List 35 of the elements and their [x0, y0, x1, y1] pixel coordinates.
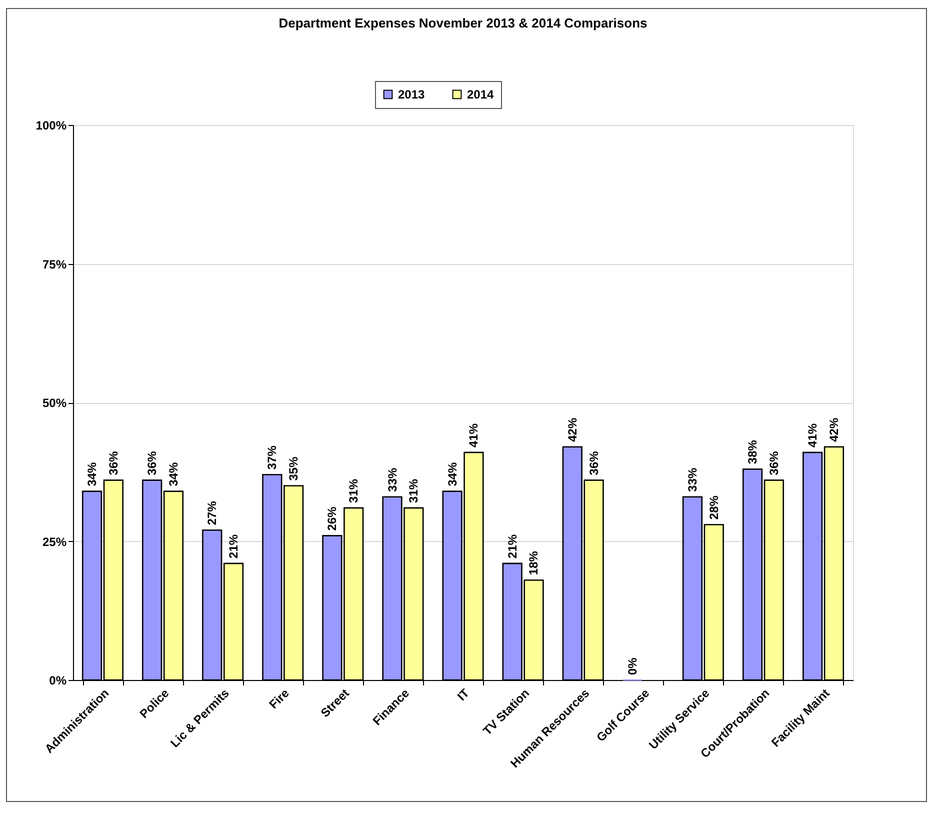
data-label: 18% [526, 550, 541, 576]
data-label: 34% [85, 462, 100, 486]
data-label: 36% [586, 450, 601, 476]
data-label: 26% [325, 506, 340, 531]
x-tick-label: Fire [266, 686, 292, 712]
data-label: 35% [286, 456, 301, 481]
data-label: 21% [505, 534, 520, 558]
data-label: 36% [106, 450, 120, 476]
data-label: 31% [346, 478, 361, 503]
data-label: 33% [685, 468, 700, 492]
data-label: 33% [385, 468, 400, 492]
data-label: 0% [625, 657, 640, 675]
x-tick-label: IT [454, 686, 472, 704]
data-label: 34% [445, 462, 460, 486]
legend-label: 2014 [467, 87, 494, 102]
y-tick-label: 0% [49, 674, 67, 688]
y-tick-label: 75% [42, 257, 67, 272]
data-label: 36% [145, 450, 160, 476]
y-tick-label: 25% [42, 534, 67, 549]
legend-label: 2013 [398, 87, 426, 102]
chart-title: Department Expenses November 2013 & 2014 Comparisons [278, 16, 648, 30]
data-label: 41% [806, 423, 820, 448]
y-tick-label: 50% [42, 396, 67, 410]
data-label: 31% [406, 478, 421, 503]
data-label: 21% [226, 534, 241, 558]
data-label: 38% [746, 440, 760, 464]
data-label: 42% [565, 418, 580, 442]
y-tick-label: 100% [36, 118, 67, 132]
data-label: 42% [826, 418, 841, 442]
data-label: 36% [766, 450, 781, 476]
data-label: 28% [706, 495, 721, 520]
data-label: 34% [166, 462, 180, 486]
data-label: 27% [205, 500, 220, 526]
data-label: 41% [466, 423, 481, 448]
data-label: 37% [265, 445, 280, 470]
